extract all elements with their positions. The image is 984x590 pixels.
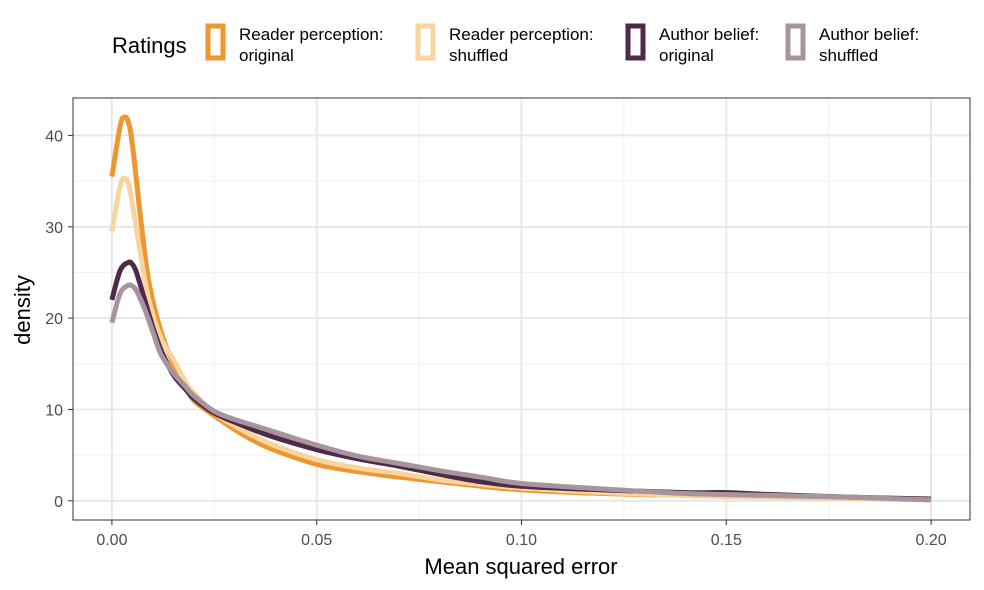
series-line-4 — [109, 282, 932, 503]
y-tick-label: 40 — [45, 128, 63, 145]
legend-label-1: original — [239, 46, 294, 65]
x-tick-label: 0.10 — [506, 532, 537, 549]
series-line-2 — [109, 175, 932, 503]
y-axis-title: density — [10, 275, 35, 345]
x-tick-label: 0.20 — [916, 532, 947, 549]
legend-label-4: shuffled — [819, 46, 878, 65]
y-tick-label: 10 — [45, 402, 63, 419]
y-tick-label: 30 — [45, 220, 63, 237]
legend-label-3: original — [659, 46, 714, 65]
y-axis: 0 10 20 30 40 — [45, 128, 73, 511]
x-tick-label: 0.05 — [301, 532, 332, 549]
legend-key-2 — [415, 23, 436, 61]
legend-label-3: Author belief: — [659, 25, 759, 44]
x-axis-title: Mean squared error — [424, 554, 617, 579]
legend-label-4: Author belief: — [819, 25, 919, 44]
series-lines — [109, 114, 932, 503]
legend: Ratings Reader perception: original Reader… — [112, 23, 919, 65]
y-tick-label: 0 — [54, 494, 63, 511]
legend-title: Ratings — [112, 33, 187, 58]
x-tick-label: 0.00 — [96, 532, 127, 549]
legend-key-1 — [205, 23, 226, 61]
y-tick-label: 20 — [45, 311, 63, 328]
legend-label-1: Reader perception: — [239, 25, 384, 44]
legend-key-4 — [785, 23, 806, 61]
x-tick-label: 0.15 — [711, 532, 742, 549]
legend-label-2: shuffled — [449, 46, 508, 65]
legend-label-2: Reader perception: — [449, 25, 594, 44]
x-axis: 0.00 0.05 0.10 0.15 0.20 — [96, 520, 947, 549]
legend-key-3 — [625, 23, 646, 61]
